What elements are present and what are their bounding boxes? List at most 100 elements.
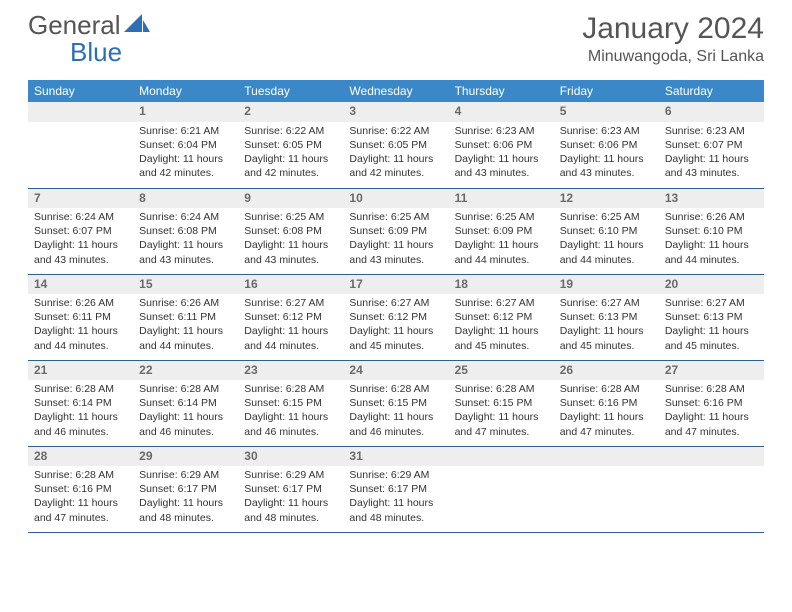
day-number: 2 xyxy=(238,102,343,122)
calendar-cell: 14Sunrise: 6:26 AMSunset: 6:11 PMDayligh… xyxy=(28,274,133,360)
day-content: Sunrise: 6:27 AMSunset: 6:13 PMDaylight:… xyxy=(659,294,764,357)
calendar-cell: 8Sunrise: 6:24 AMSunset: 6:08 PMDaylight… xyxy=(133,188,238,274)
daylight-text: Daylight: 11 hours and 45 minutes. xyxy=(455,324,548,352)
sunset-text: Sunset: 6:14 PM xyxy=(34,396,127,410)
sunrise-text: Sunrise: 6:24 AM xyxy=(34,210,127,224)
calendar-cell: 19Sunrise: 6:27 AMSunset: 6:13 PMDayligh… xyxy=(554,274,659,360)
sunset-text: Sunset: 6:05 PM xyxy=(244,138,337,152)
sunset-text: Sunset: 6:07 PM xyxy=(34,224,127,238)
day-content: Sunrise: 6:24 AMSunset: 6:08 PMDaylight:… xyxy=(133,208,238,271)
daylight-text: Daylight: 11 hours and 46 minutes. xyxy=(139,410,232,438)
daylight-text: Daylight: 11 hours and 42 minutes. xyxy=(349,152,442,180)
day-content: Sunrise: 6:28 AMSunset: 6:15 PMDaylight:… xyxy=(449,380,554,443)
sunset-text: Sunset: 6:08 PM xyxy=(244,224,337,238)
sunset-text: Sunset: 6:08 PM xyxy=(139,224,232,238)
day-number: 18 xyxy=(449,275,554,295)
sunrise-text: Sunrise: 6:26 AM xyxy=(665,210,758,224)
sunrise-text: Sunrise: 6:24 AM xyxy=(139,210,232,224)
day-content: Sunrise: 6:23 AMSunset: 6:06 PMDaylight:… xyxy=(554,122,659,185)
day-content: Sunrise: 6:25 AMSunset: 6:08 PMDaylight:… xyxy=(238,208,343,271)
sunrise-text: Sunrise: 6:21 AM xyxy=(139,124,232,138)
daylight-text: Daylight: 11 hours and 48 minutes. xyxy=(244,496,337,524)
day-content: Sunrise: 6:22 AMSunset: 6:05 PMDaylight:… xyxy=(238,122,343,185)
day-number: 12 xyxy=(554,189,659,209)
day-number: 4 xyxy=(449,102,554,122)
day-number: 13 xyxy=(659,189,764,209)
calendar-cell: 24Sunrise: 6:28 AMSunset: 6:15 PMDayligh… xyxy=(343,360,448,446)
sunset-text: Sunset: 6:13 PM xyxy=(560,310,653,324)
day-number-empty xyxy=(554,447,659,467)
calendar-week-row: 28Sunrise: 6:28 AMSunset: 6:16 PMDayligh… xyxy=(28,446,764,532)
sunrise-text: Sunrise: 6:27 AM xyxy=(560,296,653,310)
calendar-cell xyxy=(554,446,659,532)
calendar-cell: 2Sunrise: 6:22 AMSunset: 6:05 PMDaylight… xyxy=(238,102,343,188)
calendar-cell: 10Sunrise: 6:25 AMSunset: 6:09 PMDayligh… xyxy=(343,188,448,274)
logo-word-1: General xyxy=(28,10,121,40)
day-number: 29 xyxy=(133,447,238,467)
sunrise-text: Sunrise: 6:23 AM xyxy=(560,124,653,138)
day-content: Sunrise: 6:26 AMSunset: 6:11 PMDaylight:… xyxy=(28,294,133,357)
sunset-text: Sunset: 6:15 PM xyxy=(349,396,442,410)
sunrise-text: Sunrise: 6:25 AM xyxy=(349,210,442,224)
calendar-cell: 3Sunrise: 6:22 AMSunset: 6:05 PMDaylight… xyxy=(343,102,448,188)
logo: General Blue xyxy=(28,12,150,66)
sunrise-text: Sunrise: 6:28 AM xyxy=(244,382,337,396)
day-number: 6 xyxy=(659,102,764,122)
day-content: Sunrise: 6:26 AMSunset: 6:10 PMDaylight:… xyxy=(659,208,764,271)
calendar-cell: 7Sunrise: 6:24 AMSunset: 6:07 PMDaylight… xyxy=(28,188,133,274)
day-content: Sunrise: 6:28 AMSunset: 6:15 PMDaylight:… xyxy=(238,380,343,443)
sunset-text: Sunset: 6:17 PM xyxy=(244,482,337,496)
day-content: Sunrise: 6:28 AMSunset: 6:16 PMDaylight:… xyxy=(659,380,764,443)
day-number: 9 xyxy=(238,189,343,209)
sunrise-text: Sunrise: 6:25 AM xyxy=(244,210,337,224)
day-number: 27 xyxy=(659,361,764,381)
daylight-text: Daylight: 11 hours and 44 minutes. xyxy=(665,238,758,266)
sunset-text: Sunset: 6:13 PM xyxy=(665,310,758,324)
sunrise-text: Sunrise: 6:28 AM xyxy=(665,382,758,396)
sunset-text: Sunset: 6:16 PM xyxy=(34,482,127,496)
sunrise-text: Sunrise: 6:28 AM xyxy=(349,382,442,396)
weekday-header: Thursday xyxy=(449,80,554,102)
calendar-cell: 21Sunrise: 6:28 AMSunset: 6:14 PMDayligh… xyxy=(28,360,133,446)
calendar-cell: 27Sunrise: 6:28 AMSunset: 6:16 PMDayligh… xyxy=(659,360,764,446)
sunrise-text: Sunrise: 6:28 AM xyxy=(139,382,232,396)
calendar-week-row: 7Sunrise: 6:24 AMSunset: 6:07 PMDaylight… xyxy=(28,188,764,274)
calendar-cell: 1Sunrise: 6:21 AMSunset: 6:04 PMDaylight… xyxy=(133,102,238,188)
day-content: Sunrise: 6:28 AMSunset: 6:15 PMDaylight:… xyxy=(343,380,448,443)
day-number: 15 xyxy=(133,275,238,295)
day-number-empty xyxy=(659,447,764,467)
sunset-text: Sunset: 6:09 PM xyxy=(349,224,442,238)
sunrise-text: Sunrise: 6:27 AM xyxy=(455,296,548,310)
day-content: Sunrise: 6:27 AMSunset: 6:12 PMDaylight:… xyxy=(343,294,448,357)
calendar-cell: 5Sunrise: 6:23 AMSunset: 6:06 PMDaylight… xyxy=(554,102,659,188)
daylight-text: Daylight: 11 hours and 48 minutes. xyxy=(349,496,442,524)
month-title: January 2024 xyxy=(582,12,764,46)
sunrise-text: Sunrise: 6:29 AM xyxy=(349,468,442,482)
day-content: Sunrise: 6:29 AMSunset: 6:17 PMDaylight:… xyxy=(133,466,238,529)
daylight-text: Daylight: 11 hours and 43 minutes. xyxy=(349,238,442,266)
sunrise-text: Sunrise: 6:27 AM xyxy=(665,296,758,310)
sunset-text: Sunset: 6:12 PM xyxy=(349,310,442,324)
sunrise-text: Sunrise: 6:22 AM xyxy=(349,124,442,138)
sunrise-text: Sunrise: 6:29 AM xyxy=(139,468,232,482)
title-block: January 2024 Minuwangoda, Sri Lanka xyxy=(582,12,764,66)
day-content: Sunrise: 6:25 AMSunset: 6:10 PMDaylight:… xyxy=(554,208,659,271)
sunrise-text: Sunrise: 6:28 AM xyxy=(34,468,127,482)
day-number: 8 xyxy=(133,189,238,209)
calendar-week-row: 1Sunrise: 6:21 AMSunset: 6:04 PMDaylight… xyxy=(28,102,764,188)
calendar-cell: 16Sunrise: 6:27 AMSunset: 6:12 PMDayligh… xyxy=(238,274,343,360)
weekday-header: Friday xyxy=(554,80,659,102)
daylight-text: Daylight: 11 hours and 47 minutes. xyxy=(34,496,127,524)
daylight-text: Daylight: 11 hours and 45 minutes. xyxy=(665,324,758,352)
location-label: Minuwangoda, Sri Lanka xyxy=(582,48,764,66)
sunset-text: Sunset: 6:15 PM xyxy=(244,396,337,410)
daylight-text: Daylight: 11 hours and 44 minutes. xyxy=(560,238,653,266)
calendar-cell: 22Sunrise: 6:28 AMSunset: 6:14 PMDayligh… xyxy=(133,360,238,446)
day-number: 11 xyxy=(449,189,554,209)
day-number: 26 xyxy=(554,361,659,381)
sunrise-text: Sunrise: 6:28 AM xyxy=(34,382,127,396)
calendar-cell: 12Sunrise: 6:25 AMSunset: 6:10 PMDayligh… xyxy=(554,188,659,274)
day-number: 5 xyxy=(554,102,659,122)
daylight-text: Daylight: 11 hours and 45 minutes. xyxy=(349,324,442,352)
day-content: Sunrise: 6:23 AMSunset: 6:06 PMDaylight:… xyxy=(449,122,554,185)
